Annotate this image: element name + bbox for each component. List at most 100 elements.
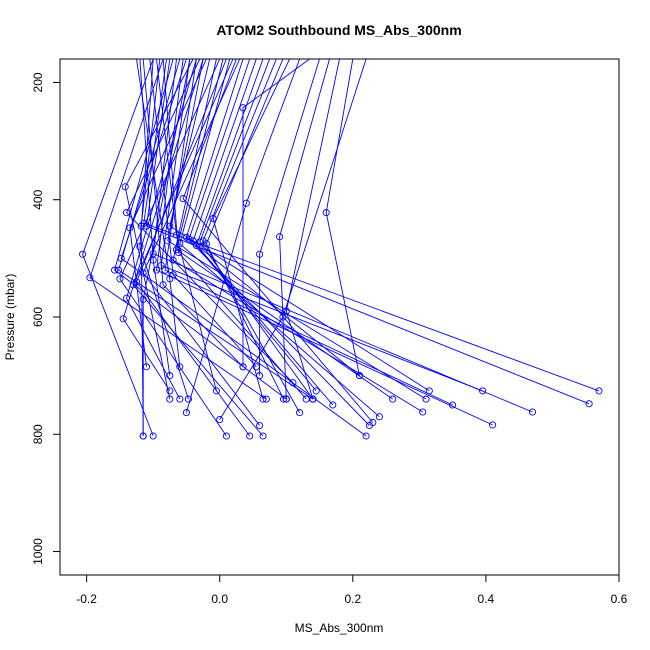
series-line-18 [169, 59, 430, 392]
series-line-43 [142, 59, 191, 436]
data-point [479, 387, 487, 395]
data-point [425, 387, 433, 395]
series-line-10 [140, 59, 161, 437]
series-line-28 [202, 59, 300, 413]
data-point [256, 421, 264, 430]
data-point [422, 395, 430, 403]
data-point [139, 269, 147, 277]
data-point [139, 432, 147, 440]
data-point [279, 313, 287, 321]
data-point [189, 237, 197, 245]
series-line-35 [285, 59, 340, 400]
chart-title: ATOM2 Southbound MS_Abs_300nm [216, 22, 461, 38]
data-point [302, 395, 310, 403]
data-point [176, 363, 184, 371]
data-point [159, 281, 167, 289]
series-line-6 [124, 59, 194, 400]
data-point [312, 387, 320, 395]
data-point [365, 421, 373, 430]
data-point [289, 379, 297, 387]
series-line-46 [119, 59, 227, 437]
series-line-11 [143, 59, 600, 392]
data-point [126, 224, 134, 232]
x-tick-label: -0.2 [76, 592, 97, 606]
data-point [119, 315, 127, 323]
series-line-26 [195, 59, 317, 392]
data-point [239, 104, 247, 112]
data-point [149, 432, 157, 440]
data-point [184, 395, 192, 403]
data-point [259, 432, 267, 440]
series-line-49 [142, 59, 260, 426]
series-line-40 [149, 59, 257, 368]
data-point [111, 266, 119, 274]
x-tick-label: 0.0 [211, 592, 228, 606]
series-line-2 [89, 59, 267, 400]
x-axis-label: MS_Abs_300nm [295, 621, 384, 635]
data-point [129, 281, 137, 289]
data-point [449, 401, 457, 409]
data-point [166, 372, 174, 380]
y-axis: 200 400 600 800 1000 [31, 72, 61, 565]
series-line-3 [114, 59, 287, 400]
data-point [209, 214, 217, 223]
y-tick-label: 400 [31, 189, 45, 209]
x-tick-label: 0.6 [611, 592, 628, 606]
data-point [136, 243, 144, 251]
data-point [174, 248, 183, 257]
series-line-29 [205, 59, 285, 400]
data-point [389, 395, 397, 403]
series-line-41 [156, 59, 217, 392]
data-point [355, 372, 364, 380]
series-line-39 [142, 59, 244, 368]
series-line-38 [136, 59, 181, 367]
data-point [179, 195, 187, 203]
data-point [280, 395, 288, 403]
series-line-32 [242, 59, 310, 367]
data-point [595, 387, 603, 395]
data-point [117, 254, 125, 262]
x-axis: -0.2 0.0 0.2 0.4 0.6 [76, 574, 628, 606]
data-point [419, 408, 427, 416]
data-point [79, 250, 87, 258]
series-line-19 [172, 59, 423, 413]
series-line-45 [122, 59, 204, 392]
series-line-24 [188, 59, 360, 376]
data-point [246, 432, 254, 440]
data-point [86, 274, 94, 282]
y-tick-label: 600 [31, 307, 45, 327]
series-line-23 [185, 59, 370, 426]
series-layer [79, 59, 603, 440]
series-line-14 [156, 59, 493, 426]
data-point [166, 395, 174, 403]
series-line-34 [279, 59, 330, 400]
x-tick-label: 0.4 [478, 592, 495, 606]
series-line-50 [139, 59, 171, 376]
data-point [296, 409, 304, 417]
series-line-17 [167, 59, 427, 400]
data-point [216, 416, 224, 424]
series-line-47 [135, 59, 251, 437]
series-line-42 [162, 59, 307, 400]
series-line-8 [129, 59, 207, 367]
data-point [121, 183, 129, 191]
data-point [202, 240, 210, 248]
data-point [252, 363, 260, 371]
data-point [169, 256, 177, 264]
data-point [329, 401, 337, 409]
data-point [164, 237, 172, 245]
data-point [166, 387, 174, 395]
data-point [152, 266, 161, 274]
data-point [176, 395, 184, 403]
series-line-33 [259, 59, 320, 376]
y-tick-label: 200 [31, 72, 45, 92]
data-point [256, 250, 264, 258]
data-point [149, 256, 157, 264]
data-point [212, 387, 220, 395]
series-line-44 [126, 59, 197, 400]
data-point [169, 271, 177, 279]
data-point [166, 222, 174, 230]
y-axis-label: Pressure (mbar) [3, 274, 17, 361]
series-line-4 [118, 59, 314, 400]
